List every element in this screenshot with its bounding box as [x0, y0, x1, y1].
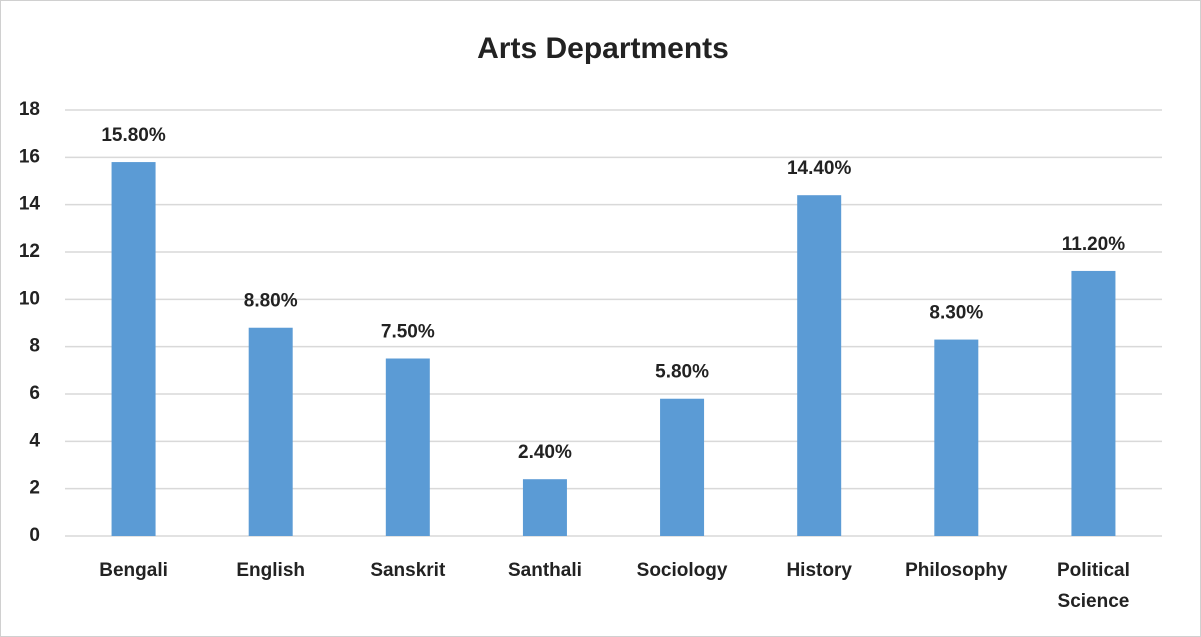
bar: [111, 162, 156, 537]
y-tick-label: 12: [19, 241, 40, 262]
y-tick-label: 16: [19, 146, 40, 167]
data-label: 2.40%: [518, 442, 572, 463]
x-tick-label: History: [786, 560, 852, 581]
y-tick-label: 0: [29, 525, 40, 546]
bar: [385, 358, 430, 536]
bar: [522, 479, 567, 536]
bar: [934, 339, 979, 536]
data-label: 8.30%: [929, 303, 983, 324]
x-tick-label: Bengali: [99, 560, 168, 581]
data-label: 15.80%: [101, 125, 166, 146]
data-label: 14.40%: [787, 158, 852, 179]
chart-title: Arts Departments: [477, 32, 729, 65]
y-tick-label: 18: [19, 99, 40, 120]
y-tick-label: 14: [19, 194, 41, 215]
x-tick-label: Philosophy: [905, 560, 1008, 581]
data-label: 7.50%: [381, 322, 435, 343]
y-tick-label: 10: [19, 288, 40, 309]
x-tick-label: Sociology: [637, 560, 728, 581]
bar: [1071, 270, 1116, 536]
x-tick-label: English: [236, 560, 305, 581]
y-tick-label: 8: [29, 336, 40, 357]
y-tick-label: 4: [29, 430, 40, 451]
data-label: 11.20%: [1062, 234, 1125, 255]
bar: [660, 398, 705, 536]
x-tick-label: Santhali: [508, 560, 582, 581]
data-label: 8.80%: [244, 291, 298, 312]
x-tick-label: Political Science: [1057, 560, 1130, 612]
y-tick-label: 2: [29, 478, 40, 499]
x-tick-label: Sanskrit: [370, 560, 446, 581]
data-label: 5.80%: [655, 362, 709, 383]
bar: [248, 327, 293, 536]
y-tick-label: 6: [29, 383, 40, 404]
bar: [797, 195, 842, 536]
